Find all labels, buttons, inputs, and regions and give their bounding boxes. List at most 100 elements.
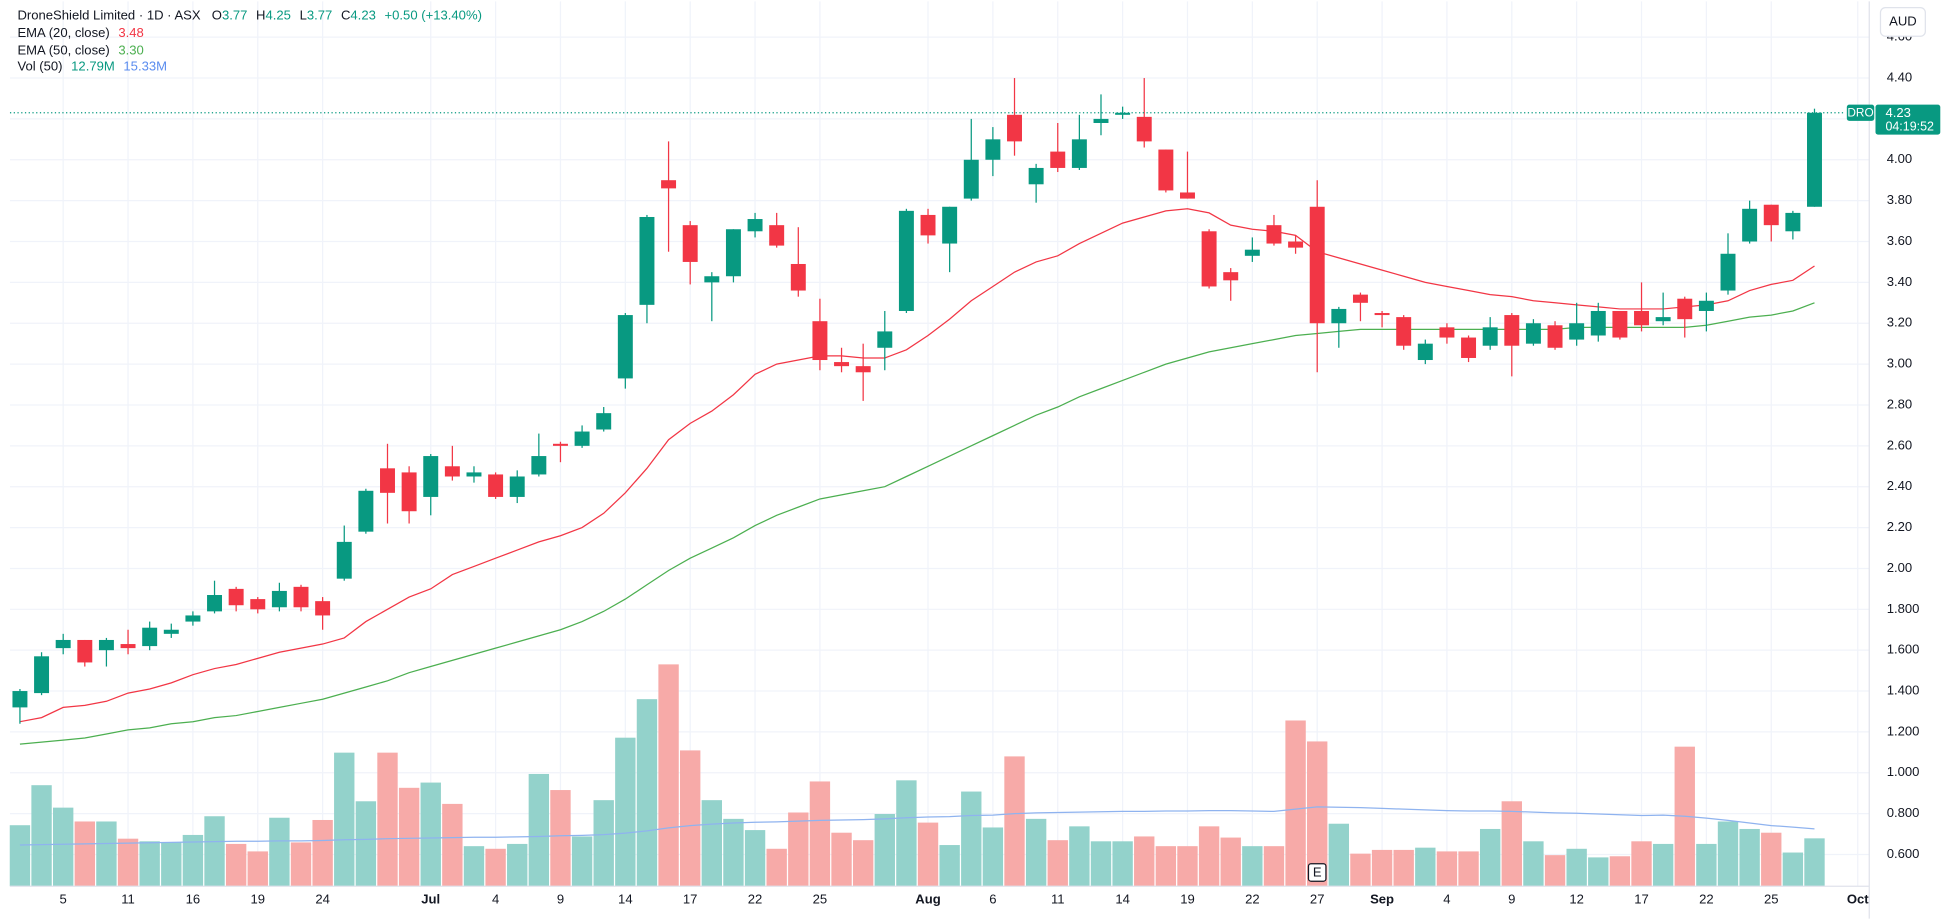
volume-bar: [225, 843, 247, 887]
volume-bar: [1220, 837, 1241, 887]
candle-body: [1288, 241, 1304, 248]
candle-body: [120, 644, 136, 649]
legend-key: C: [341, 8, 350, 23]
x-tick-label: 14: [1115, 891, 1130, 906]
legend-value: 3.30: [118, 43, 143, 58]
y-tick-label: 1.400: [1887, 683, 1920, 698]
candle-body: [790, 263, 806, 291]
x-tick-label: 22: [1245, 891, 1260, 906]
candle-body: [1180, 192, 1195, 199]
volume-bar: [1523, 841, 1544, 887]
volume-bar: [939, 845, 960, 887]
legend-key: H: [256, 8, 265, 23]
volume-bar: [204, 816, 225, 887]
y-tick-label: 1.600: [1887, 642, 1920, 657]
candle-body: [639, 216, 655, 305]
y-tick-label: 3.20: [1887, 315, 1912, 330]
x-tick-label: 22: [1699, 891, 1714, 906]
legend-name: EMA (20, close): [17, 25, 109, 40]
x-tick-label: 25: [1764, 891, 1779, 906]
volume-bar: [1804, 838, 1825, 887]
candle-body: [34, 656, 50, 694]
candle-body: [466, 472, 482, 477]
candle-body: [1785, 212, 1801, 232]
x-tick-label: Aug: [915, 891, 940, 906]
y-tick-label: 3.00: [1887, 356, 1912, 371]
candle-body: [985, 139, 1001, 160]
candle-body: [1007, 114, 1022, 142]
candle-body: [1093, 118, 1109, 123]
candle-body: [336, 541, 352, 579]
candle-body: [1439, 327, 1455, 338]
candle-body: [552, 443, 568, 446]
candle-body: [358, 490, 374, 532]
y-tick-label: 4.00: [1887, 151, 1912, 166]
candle-body: [1050, 151, 1066, 168]
legend-key: L: [300, 8, 307, 23]
volume-bar: [1761, 832, 1782, 887]
x-tick-label: Jul: [421, 891, 440, 906]
x-tick-label: 4: [492, 891, 499, 906]
volume-bar: [766, 848, 787, 887]
volume-bar: [1025, 818, 1047, 887]
candle-body: [1396, 317, 1412, 346]
y-tick-label: 3.60: [1887, 233, 1912, 248]
candle-body: [596, 413, 612, 430]
title: DroneShield Limited · 1D · ASX: [17, 8, 200, 23]
volume-bar: [1479, 828, 1501, 887]
candle-body: [1482, 327, 1498, 346]
candle-body: [1309, 206, 1325, 324]
volume-bar: [1458, 851, 1479, 887]
candle-body: [142, 627, 158, 647]
candle-body: [1763, 204, 1779, 226]
candle-body: [1504, 315, 1520, 346]
candle-body: [423, 456, 439, 497]
candle-body: [1677, 298, 1693, 320]
currency-button[interactable]: [1879, 7, 1926, 37]
candle-body: [1569, 323, 1585, 340]
candle-body: [1720, 253, 1736, 291]
volume-bar: [550, 790, 571, 887]
x-tick-label: Sep: [1370, 891, 1394, 906]
volume-bar: [723, 818, 744, 887]
candle-body: [725, 229, 741, 277]
volume-ma-line: [19, 806, 1815, 846]
legend-value: 3.48: [118, 25, 143, 40]
volume-bar: [355, 801, 377, 887]
earnings-marker: [1307, 863, 1327, 882]
volume-bar: [593, 800, 614, 887]
legend-line: Vol (50) 12.79M 15.33M: [17, 59, 167, 74]
candle-body: [271, 590, 287, 608]
x-tick-label: 11: [121, 891, 135, 906]
legend-value: 3.77: [222, 8, 247, 23]
candle-body: [1547, 325, 1563, 348]
volume-bar: [1069, 826, 1090, 887]
volume-bar: [615, 737, 636, 887]
volume-bar: [658, 664, 679, 887]
grid: [9, 1, 1870, 887]
candle-body: [315, 601, 331, 616]
candle-body: [1352, 294, 1368, 303]
volume-bar: [117, 838, 139, 887]
price-pane: E: [9, 78, 1845, 882]
legend-line: EMA (20, close) 3.48: [17, 25, 143, 40]
candle-body: [250, 599, 266, 610]
countdown: 04:19:52: [1885, 119, 1934, 133]
volume-bar: [1566, 848, 1587, 887]
volume-bar: [701, 800, 723, 887]
candle-body: [1655, 317, 1671, 322]
candle-body: [1071, 139, 1087, 168]
currency-label[interactable]: AUD: [1889, 13, 1917, 28]
volume-bar: [1004, 756, 1025, 887]
candle-body: [185, 615, 201, 622]
volume-bar: [1717, 821, 1739, 887]
candle-body: [509, 476, 525, 497]
candle-body: [401, 472, 417, 512]
x-tick-label: 9: [557, 891, 564, 906]
volume-bar: [1415, 847, 1436, 887]
volume-bar: [874, 813, 895, 887]
candle-body: [163, 629, 179, 634]
candle-body: [942, 206, 958, 244]
volume-bar: [1112, 841, 1133, 887]
